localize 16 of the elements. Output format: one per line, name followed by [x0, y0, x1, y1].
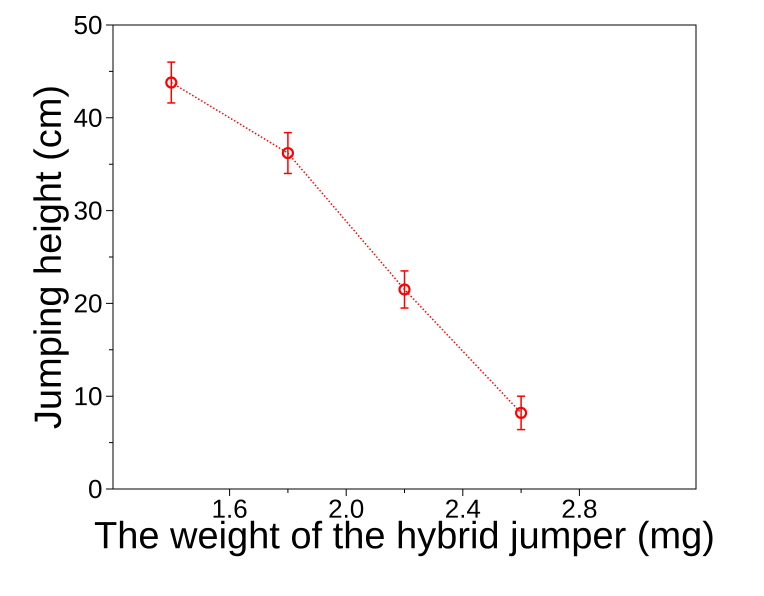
y-tick-label: 20	[74, 294, 102, 313]
y-tick-label: 40	[74, 108, 102, 127]
y-tick-label: 50	[74, 16, 102, 34]
x-tick-label: 2.0	[329, 500, 364, 518]
y-tick-label: 30	[74, 201, 102, 220]
point	[515, 406, 528, 419]
x-axis-title: The weight of the hybrid jumper (mg)	[94, 520, 713, 556]
y-tick-label: 10	[76, 386, 102, 406]
point	[282, 146, 294, 160]
x-tick-label: 1.6	[214, 500, 247, 518]
x-tick-label: 2.4	[446, 500, 480, 518]
x-tick-label: 2.8	[562, 500, 596, 518]
y-axis-title: Jumping height (cm)	[33, 87, 69, 429]
y-tick-label: 0	[89, 480, 102, 498]
point	[398, 283, 411, 296]
point	[165, 76, 178, 89]
